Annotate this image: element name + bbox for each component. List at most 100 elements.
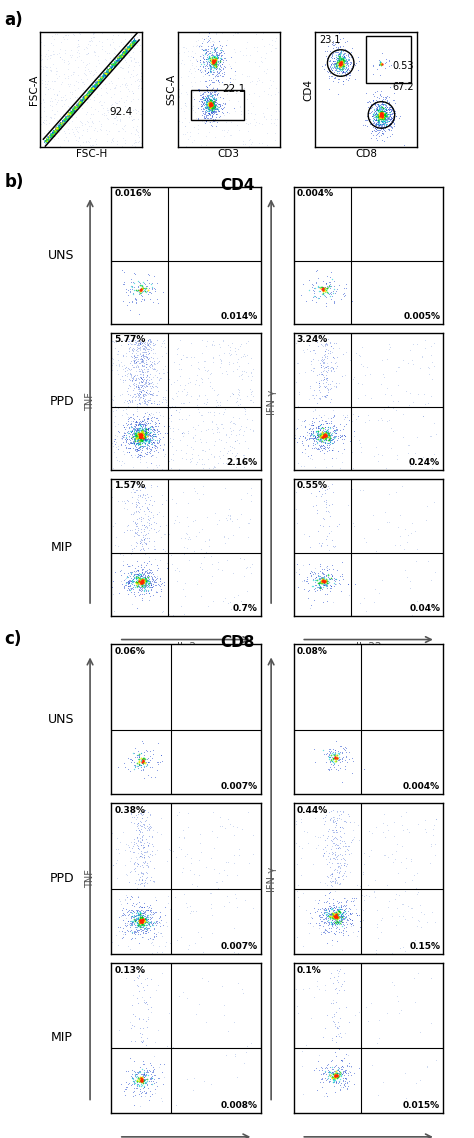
- Point: [210, 381, 218, 399]
- Point: [129, 36, 137, 55]
- Point: [145, 405, 153, 423]
- Point: [139, 422, 147, 440]
- Point: [319, 741, 327, 759]
- Point: [331, 907, 339, 925]
- Point: [326, 51, 334, 69]
- Point: [92, 76, 100, 94]
- Point: [377, 117, 384, 135]
- Point: [89, 80, 96, 98]
- Point: [86, 82, 94, 100]
- Point: [97, 73, 104, 91]
- Point: [203, 92, 211, 110]
- Point: [136, 825, 143, 843]
- Point: [146, 915, 153, 933]
- Point: [338, 817, 346, 835]
- Point: [198, 106, 206, 124]
- Point: [143, 431, 150, 450]
- Point: [127, 478, 134, 496]
- Point: [323, 572, 331, 591]
- Point: [121, 43, 128, 61]
- Point: [161, 572, 168, 591]
- Point: [144, 330, 152, 348]
- Point: [333, 831, 341, 849]
- Point: [114, 48, 121, 66]
- Point: [129, 331, 137, 349]
- Point: [87, 81, 94, 99]
- Point: [369, 126, 376, 145]
- Point: [140, 842, 147, 860]
- Point: [325, 438, 333, 456]
- Point: [70, 100, 78, 118]
- Point: [73, 96, 80, 114]
- Point: [337, 52, 345, 71]
- Point: [53, 121, 60, 139]
- Point: [388, 98, 396, 116]
- Point: [221, 49, 228, 67]
- Point: [336, 57, 344, 75]
- Point: [47, 127, 55, 146]
- Point: [124, 63, 131, 81]
- Point: [374, 107, 382, 125]
- Point: [331, 748, 338, 766]
- Point: [203, 509, 211, 527]
- Point: [85, 82, 93, 100]
- Point: [111, 339, 118, 357]
- Point: [204, 420, 212, 438]
- Point: [101, 65, 109, 83]
- Point: [77, 93, 85, 112]
- Point: [219, 89, 227, 107]
- Point: [140, 1071, 148, 1089]
- Point: [337, 42, 345, 60]
- Point: [335, 898, 342, 916]
- Point: [82, 85, 90, 104]
- Point: [331, 570, 339, 588]
- Point: [107, 59, 115, 77]
- Point: [172, 1096, 179, 1114]
- Point: [46, 129, 54, 147]
- Point: [140, 909, 147, 927]
- Point: [341, 1070, 349, 1088]
- Point: [138, 918, 146, 937]
- Point: [352, 905, 360, 923]
- Point: [137, 843, 145, 861]
- Point: [214, 46, 222, 64]
- Point: [374, 110, 382, 129]
- Point: [141, 431, 148, 450]
- Point: [68, 102, 75, 121]
- Point: [73, 48, 81, 66]
- Point: [333, 971, 341, 989]
- Point: [204, 94, 212, 113]
- Point: [73, 98, 80, 116]
- Point: [67, 105, 74, 123]
- Point: [216, 43, 223, 61]
- Point: [373, 119, 380, 138]
- Point: [379, 104, 387, 122]
- Point: [90, 88, 98, 106]
- Point: [372, 96, 379, 114]
- Point: [207, 94, 215, 113]
- Point: [330, 272, 337, 290]
- Point: [134, 430, 142, 448]
- Point: [139, 838, 147, 856]
- Point: [255, 57, 263, 75]
- Point: [198, 370, 206, 388]
- Point: [84, 83, 92, 101]
- Point: [140, 421, 147, 439]
- Point: [122, 41, 130, 59]
- Point: [93, 75, 100, 93]
- Point: [210, 50, 217, 68]
- Point: [147, 355, 155, 373]
- Point: [339, 924, 347, 942]
- Point: [413, 885, 420, 904]
- Point: [138, 572, 146, 591]
- Point: [137, 916, 145, 934]
- Point: [331, 899, 339, 917]
- Point: [339, 802, 347, 820]
- Point: [50, 44, 58, 63]
- Point: [360, 529, 368, 547]
- Point: [333, 803, 341, 822]
- Point: [55, 118, 62, 137]
- Point: [322, 281, 330, 299]
- Point: [334, 1067, 341, 1086]
- Point: [148, 418, 156, 436]
